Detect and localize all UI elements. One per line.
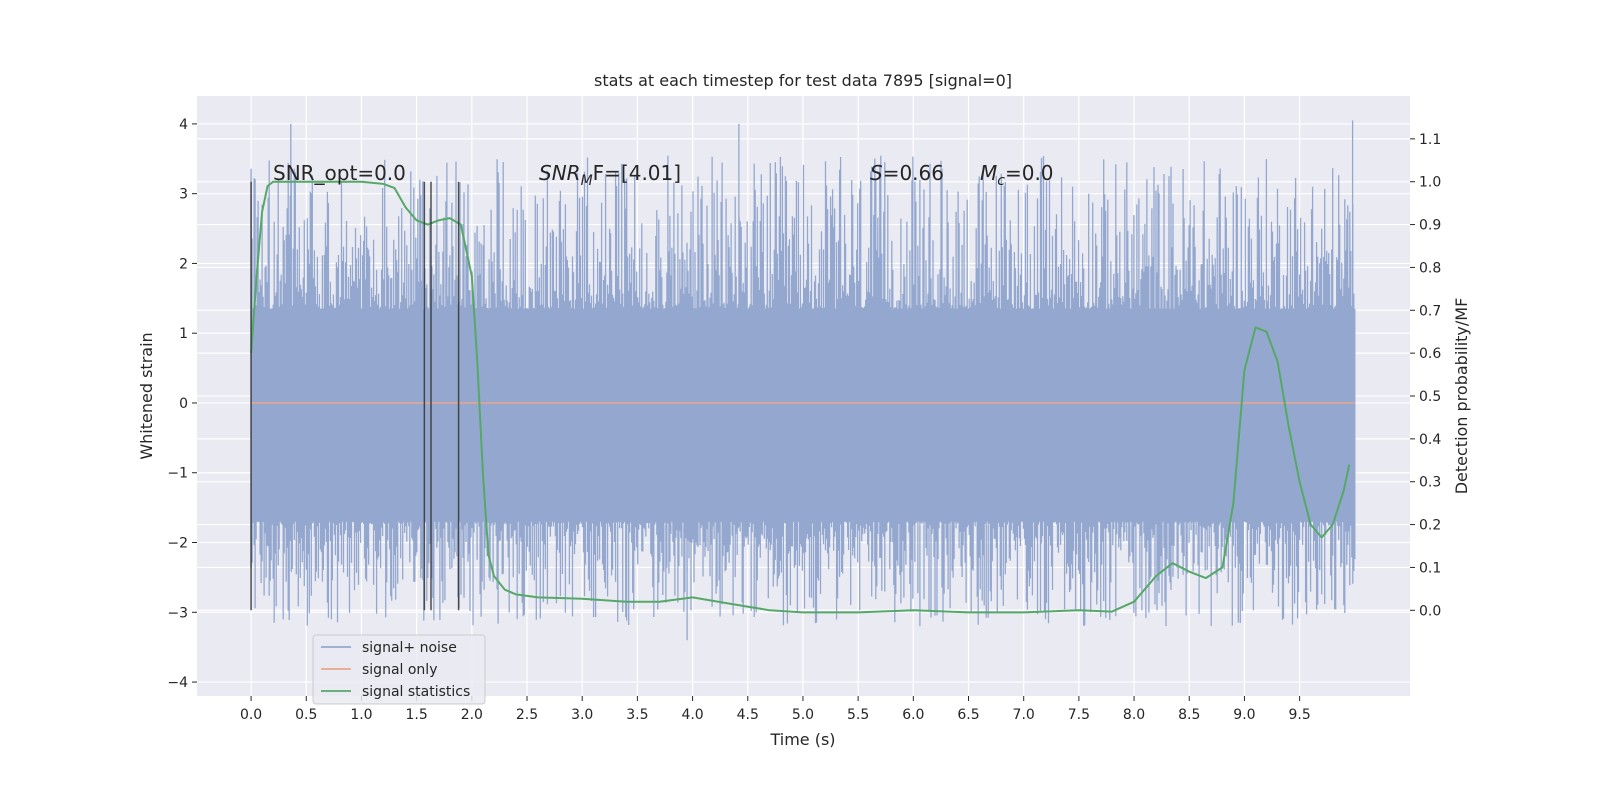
x-axis-ticks: 0.0 0.5 1.0 1.5 2.0 2.5 3.0 3.5 4.0 4.5 5.0 5.5 6.0 6… xyxy=(240,696,1311,723)
annotation-s-value: =0.66 xyxy=(883,161,944,185)
x-tick-label: 3.0 xyxy=(571,707,593,723)
y-left-tick-label: −3 xyxy=(167,605,188,621)
x-tick-label: 0.0 xyxy=(240,707,262,723)
x-tick-label: 3.5 xyxy=(626,707,648,723)
x-tick-label: 2.5 xyxy=(516,707,538,723)
annotation-mc-italic: M xyxy=(980,161,997,185)
x-tick-label: 9.5 xyxy=(1288,707,1310,723)
x-tick-label: 9.0 xyxy=(1233,707,1255,723)
x-tick-label: 6.0 xyxy=(902,707,924,723)
series-signal-noise xyxy=(250,120,1356,641)
y-left-tick-label: −1 xyxy=(167,466,188,482)
y-right-tick-label: 0.0 xyxy=(1419,603,1441,619)
x-tick-label: 0.5 xyxy=(295,707,317,723)
y-left-tick-label: 1 xyxy=(179,326,188,342)
legend-box xyxy=(312,634,486,705)
annotation-snr-mf-suffix: F=[4.01] xyxy=(593,161,681,185)
x-axis-label: Time (s) xyxy=(769,730,835,749)
y-left-tick-label: 2 xyxy=(179,256,188,272)
annotation-s-italic: S xyxy=(870,161,883,185)
annotation-mc-sub: c xyxy=(997,173,1005,189)
legend: signal+ noise signal only signal statist… xyxy=(312,634,486,705)
y-left-tick-label: −2 xyxy=(167,536,188,552)
x-tick-label: 1.0 xyxy=(350,707,372,723)
annotation-snr-opt: SNR_opt=0.0 xyxy=(273,161,406,185)
y-right-tick-label: 0.5 xyxy=(1419,389,1441,405)
y-right-tick-label: 0.6 xyxy=(1419,346,1441,362)
y-axis-left-label: Whitened strain xyxy=(137,332,156,459)
y-left-tick-label: 3 xyxy=(179,187,188,203)
y-left-tick-label: 0 xyxy=(179,396,188,412)
x-tick-label: 5.5 xyxy=(847,707,869,723)
annotation-mc: Mc=0.0 xyxy=(980,161,1054,189)
y-right-tick-label: 0.3 xyxy=(1419,475,1441,491)
y-left-tick-label: 4 xyxy=(179,117,188,133)
x-tick-label: 5.0 xyxy=(792,707,814,723)
y-right-tick-label: 0.1 xyxy=(1419,560,1441,576)
annotation-s: S=0.66 xyxy=(870,161,944,185)
x-tick-label: 7.5 xyxy=(1068,707,1090,723)
y-left-tick-label: −4 xyxy=(167,675,188,691)
x-tick-label: 8.5 xyxy=(1178,707,1200,723)
annotation-snr-mf: SNRMF=[4.01] xyxy=(539,161,681,189)
y-axis-right-ticks: 1.1 1.0 0.9 0.8 0.7 0.6 0.5 0.4 0.3 0.2 0.1 0.0 xyxy=(1410,132,1441,619)
y-right-tick-label: 1.0 xyxy=(1419,175,1441,191)
x-tick-label: 4.5 xyxy=(737,707,759,723)
legend-label-signal-noise: signal+ noise xyxy=(362,640,457,656)
x-tick-label: 8.0 xyxy=(1123,707,1145,723)
y-right-tick-label: 0.8 xyxy=(1419,260,1441,276)
annotation-snr-mf-prefix: SNR xyxy=(539,161,581,185)
x-tick-label: 7.0 xyxy=(1013,707,1035,723)
annotation-mc-value: =0.0 xyxy=(1005,161,1054,185)
y-right-tick-label: 0.4 xyxy=(1419,432,1441,448)
series-signal-statistics xyxy=(250,180,1351,614)
x-tick-label: 6.5 xyxy=(957,707,979,723)
series-lines xyxy=(250,180,1355,614)
y-right-tick-label: 0.2 xyxy=(1419,518,1441,534)
y-axis-left-ticks: 4 3 2 1 0 −1 −2 −3 −4 xyxy=(167,117,197,691)
y-right-tick-label: 0.9 xyxy=(1419,218,1441,234)
x-tick-label: 1.5 xyxy=(406,707,428,723)
vertical-markers xyxy=(250,181,460,611)
y-right-tick-label: 1.1 xyxy=(1419,132,1441,148)
legend-label-signal-only: signal only xyxy=(362,662,437,678)
y-right-tick-label: 0.7 xyxy=(1419,303,1441,319)
x-tick-label: 2.0 xyxy=(461,707,483,723)
chart-title: stats at each timestep for test data 789… xyxy=(594,71,1012,90)
legend-label-signal-statistics: signal statistics xyxy=(362,684,470,700)
annotation-snr-mf-sub: M xyxy=(581,173,593,189)
y-axis-right-label: Detection probability/MF xyxy=(1452,298,1471,495)
x-tick-label: 4.0 xyxy=(681,707,703,723)
